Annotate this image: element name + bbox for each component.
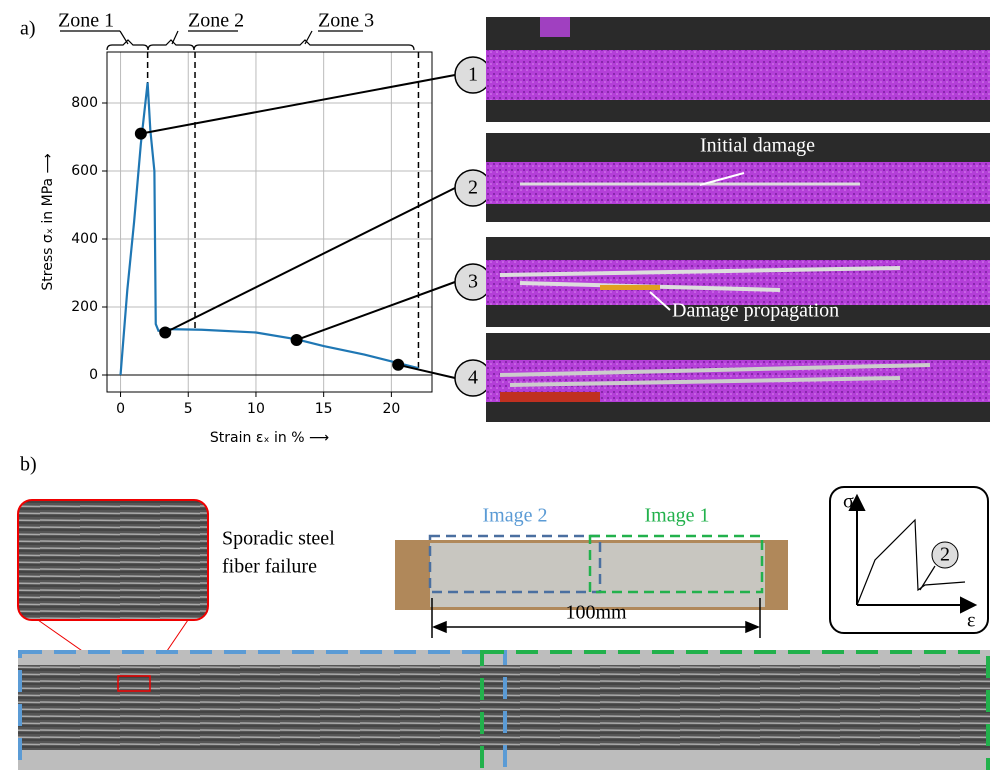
dic-photos	[486, 17, 990, 422]
callout-label: 2	[468, 177, 478, 199]
callout-label: 3	[468, 271, 478, 293]
zone-label: Zone 1	[58, 10, 114, 32]
marker	[159, 327, 171, 339]
panel-label: b)	[20, 454, 37, 476]
inset-marker-label: 2	[940, 544, 950, 566]
y-tick-label: 200	[71, 299, 98, 315]
x-tick-label: 15	[315, 401, 333, 417]
photo-annotation: Initial damage	[700, 135, 815, 157]
callout-label: 1	[468, 64, 478, 86]
zoom-box	[18, 500, 208, 620]
specimen-center	[430, 543, 765, 607]
zone-label: Zone 2	[188, 10, 244, 32]
zone-braces	[60, 31, 414, 50]
image-label: Image 2	[483, 505, 548, 527]
y-tick-label: 400	[71, 231, 98, 247]
callout-label: 4	[468, 367, 478, 389]
zoom-caption: fiber failure	[222, 556, 317, 578]
inset-symbol: σ	[843, 491, 854, 513]
inset-symbol: ε	[967, 610, 975, 632]
y-tick-label: 800	[71, 95, 98, 111]
zone-label: Zone 3	[318, 10, 374, 32]
marker	[291, 334, 303, 346]
figure: a) b) Zone 1 Zone 2 Zone 3 0510152002004…	[0, 0, 991, 770]
dimension-label: 100mm	[565, 602, 627, 624]
y-tick-label: 600	[71, 163, 98, 179]
x-tick-label: 10	[247, 401, 265, 417]
y-axis-label: Stress σₓ in MPa ⟶	[40, 153, 56, 290]
zoom-caption: Sporadic steel	[222, 528, 335, 550]
x-axis-label: Strain εₓ in % ⟶	[210, 430, 329, 446]
y-tick-label: 0	[89, 367, 98, 383]
marker	[392, 359, 404, 371]
x-tick-label: 20	[382, 401, 400, 417]
panel-label: a)	[20, 18, 36, 40]
marker	[135, 128, 147, 140]
photo-annotation: Damage propagation	[672, 300, 839, 322]
x-tick-label: 5	[184, 401, 193, 417]
x-tick-label: 0	[116, 401, 125, 417]
image-label: Image 1	[645, 505, 710, 527]
